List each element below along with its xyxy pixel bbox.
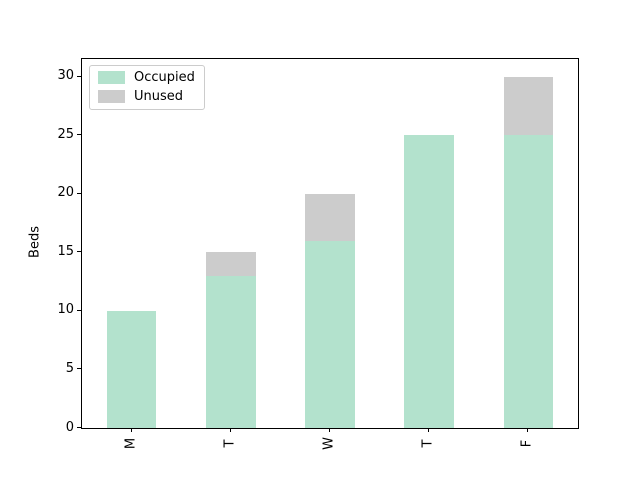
y-tick-label-25: 25 xyxy=(57,126,74,142)
bar-segment-occupied-2 xyxy=(305,240,355,428)
x-tick-mark xyxy=(229,428,231,432)
y-tick-label-30: 30 xyxy=(57,68,74,84)
y-tick-label-0: 0 xyxy=(65,419,74,435)
occupied-swatch xyxy=(98,71,125,84)
y-tick-label-10: 10 xyxy=(57,302,74,318)
y-tick-label-15: 15 xyxy=(57,243,74,259)
y-tick-mark xyxy=(77,251,81,253)
y-tick-mark xyxy=(77,192,81,194)
bar-segment-occupied-3 xyxy=(404,135,454,428)
bar-segment-unused-2 xyxy=(305,193,355,241)
x-tick-label-2: W xyxy=(321,437,337,450)
y-tick-mark xyxy=(77,75,81,77)
x-tick-mark xyxy=(329,428,330,432)
y-tick-label-5: 5 xyxy=(65,360,74,376)
x-tick-mark xyxy=(428,428,430,432)
y-tick-mark xyxy=(77,368,81,370)
x-tick-label-3: T xyxy=(420,439,436,448)
legend: Occupied Unused xyxy=(89,65,205,110)
x-tick-label-0: M xyxy=(123,437,139,450)
bar-segment-occupied-0 xyxy=(106,310,157,428)
x-tick-label-4: F xyxy=(519,439,535,448)
y-tick-mark xyxy=(77,309,81,311)
legend-label-occupied: Occupied xyxy=(134,70,195,85)
x-tick-mark xyxy=(527,428,529,432)
legend-label-unused: Unused xyxy=(134,89,184,104)
legend-item-unused: Unused xyxy=(98,90,195,103)
bar-segment-occupied-4 xyxy=(503,135,554,428)
y-tick-label-20: 20 xyxy=(57,185,74,201)
bar-segment-occupied-1 xyxy=(206,275,256,428)
x-tick-label-1: T xyxy=(222,439,238,448)
legend-item-occupied: Occupied xyxy=(98,71,195,84)
y-tick-mark xyxy=(77,427,81,428)
bar-segment-unused-4 xyxy=(503,76,554,136)
bar-segment-unused-1 xyxy=(206,252,256,276)
plot-area: Occupied Unused xyxy=(81,58,579,429)
x-tick-mark xyxy=(130,428,132,432)
y-tick-mark xyxy=(77,134,81,136)
unused-swatch xyxy=(98,90,125,103)
